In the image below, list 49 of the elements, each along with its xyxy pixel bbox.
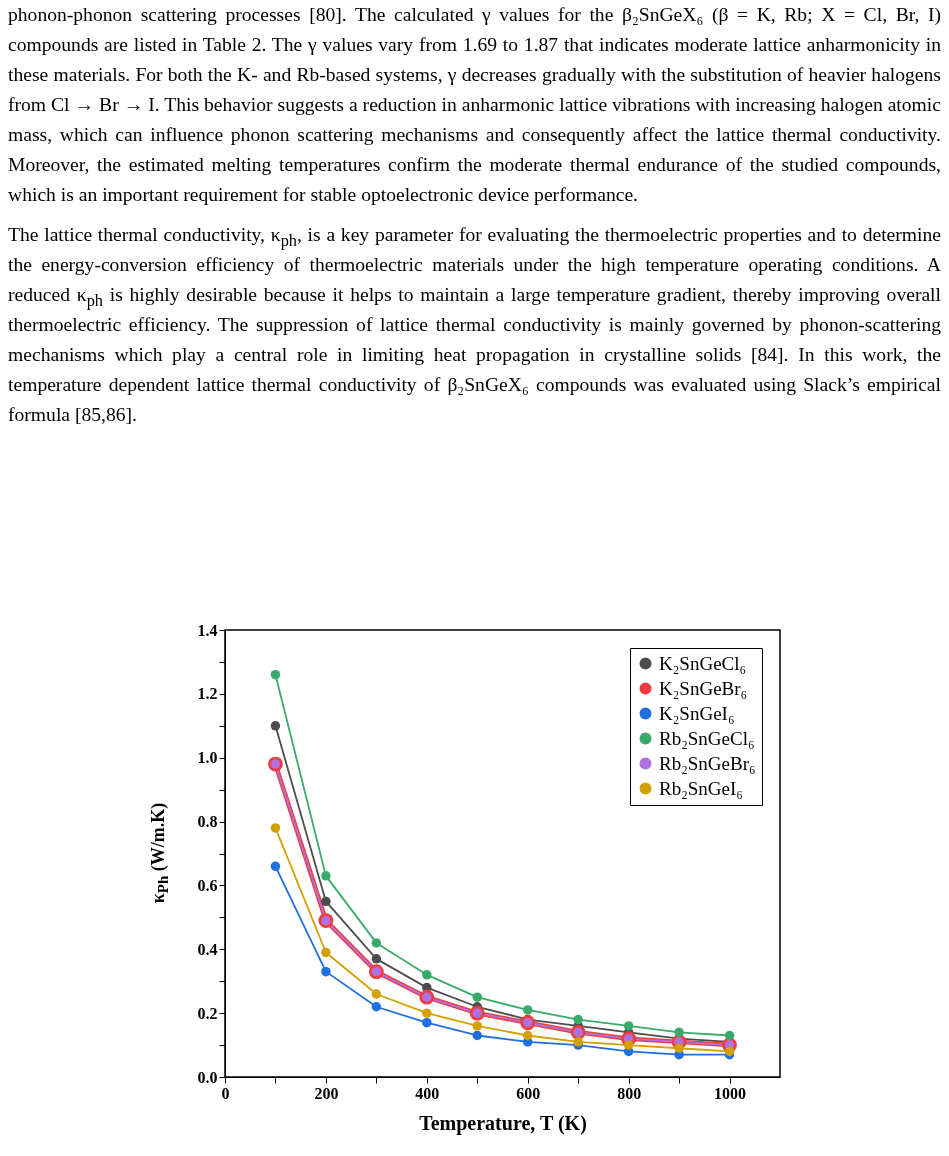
point [270,721,281,731]
text: phonon-phonon scattering processes [80]. The calculated γ values for the β₂SnGeX₆ (β = K, Rb; X = Cl, Br, I) compounds are listed in Table 2. The γ values vary from 1.69 to 1.87 that indicates moderate lattice anharmonicity in these materials. For both the K- and Rb-based systems, γ decreases gradually with the substitution of heavier halogens from Cl → Br → I. This behavior suggests a reduction in anharmonic lattice vibrations with increasing halogen atomic mass, which can influence phonon scattering mechanisms and consequently affect the lattice thermal conductivity. Moreover, the estimated melting temperatures confirm the moderate thermal endurance of the studied compounds, which is an important requirement for stable optoelectronic device performance. [8,3,941,207]
y-tick-label: 1.4 [197,621,218,639]
y-tick-label: 0.6 [197,876,218,894]
point [321,871,331,881]
text: The lattice thermal conductivity, κ$_{ph}$, is a key parameter for evaluating the thermoelectric properties and to determine the energy-conversion efficiency of thermoelectric materials under the high temperature operating conditions. A reduced κ$_{ph}$ is highly desirable because it helps to maintain a large temperature gradient, thereby improving overall thermoelectric efficiency. The suppression of lattice thermal conductivity is mainly governed by phonon-scattering mechanisms which play a central role in limiting heat propagation in crystalline solids [84]. In this work, the temperature dependent lattice thermal conductivity of β₂SnGeX₆ compounds was evaluated using Slack’s empirical formula [85,86]. [8,224,941,425]
y-tick-label: 1.0 [197,749,218,767]
point [522,1030,533,1041]
y-tick-label: 0.8 [197,813,218,831]
x-tick-label: 600 [516,1084,541,1102]
point [321,966,331,977]
x-axis-title: Temperature, T (K) [419,1111,587,1135]
point [472,1030,483,1041]
x-tick-label: 1000 [714,1084,747,1102]
point [270,669,281,680]
y-tick-label: 0.2 [197,1004,218,1022]
point [371,989,382,999]
x-tick-label: 800 [617,1084,642,1102]
point [321,947,331,958]
legend-label: K₂SnGeI₆ [659,702,735,724]
point [422,970,432,980]
point [724,1030,735,1041]
x-tick-label: 400 [415,1084,440,1102]
x-tick-label: 200 [314,1084,339,1102]
legend-label: K₂SnGeBr₆ [659,677,748,699]
point [573,1014,583,1025]
point [674,1027,684,1038]
point [270,823,281,833]
legend-label: K₂SnGeCl₆ [659,652,747,674]
point [371,938,382,948]
point [371,954,382,964]
point [522,1005,533,1015]
point [472,1021,483,1031]
point [422,1017,432,1028]
x-tick-label: 0 [221,1084,230,1102]
point [623,1040,634,1050]
legend-label: Rb₂SnGeCl₆ [659,727,755,749]
point [422,1008,432,1018]
point [321,896,331,907]
point [270,861,281,872]
y-tick-label: 0.4 [197,940,218,958]
y-tick-label: 0.0 [197,1068,218,1086]
point [674,1043,684,1053]
point [472,992,483,1002]
point [371,1002,382,1012]
legend-label: Rb₂SnGeBr₆ [659,752,756,774]
legend-label: Rb₂SnGeI₆ [659,777,743,799]
point [623,1021,634,1031]
y-tick-label: 1.2 [197,685,218,703]
